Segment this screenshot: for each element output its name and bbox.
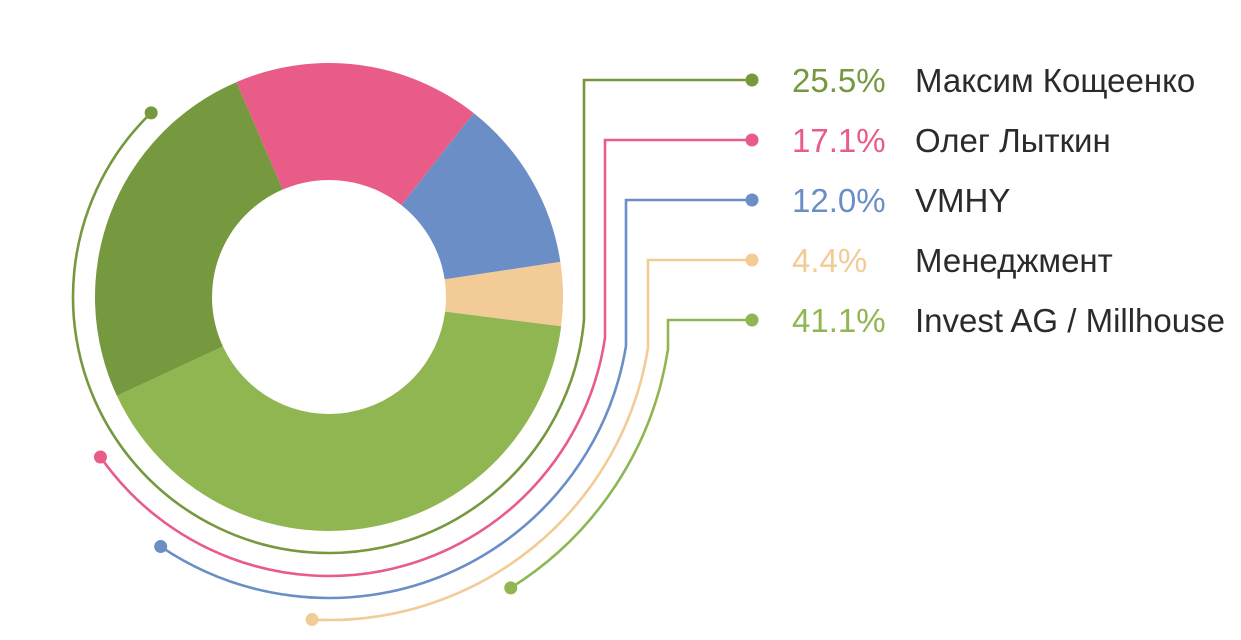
leader-line-4 [312, 258, 752, 622]
leader-start-dot-4 [305, 613, 319, 627]
slices-layer [94, 63, 563, 532]
legend-percent-3: 12.0% [792, 182, 886, 219]
legend-label-4: Менеджмент [915, 242, 1113, 279]
legend-dot-3 [745, 193, 759, 207]
legend-percent-5: 41.1% [792, 302, 886, 339]
legend-label-2: Олег Лыткин [915, 122, 1111, 159]
leader-line-1 [71, 78, 752, 555]
legend-dot-4 [745, 253, 759, 267]
donut-slice-1 [94, 82, 283, 396]
donut-slice-2 [236, 63, 474, 206]
legend-percent-4: 4.4% [792, 242, 867, 279]
legend-dot-5 [745, 313, 759, 327]
leader-start-dot-5 [504, 581, 518, 595]
donut-slice-3 [401, 113, 561, 280]
leader-line-3 [159, 198, 752, 600]
leader-line-2 [99, 138, 752, 578]
legend-percent-1: 25.5% [792, 62, 886, 99]
legend-label-5: Invest AG / Millhouse [915, 302, 1225, 339]
legend-dot-1 [745, 73, 759, 87]
legend-dot-2 [745, 133, 759, 147]
donut-slice-5 [116, 311, 562, 532]
legend-percent-2: 17.1% [792, 122, 886, 159]
leader-lines-layer [71, 73, 759, 627]
leader-start-dot-2 [93, 450, 107, 464]
leader-line-5 [510, 318, 752, 589]
legend-label-3: VMHY [915, 182, 1010, 219]
legend: 25.5% Максим Кощеенко 17.1% Олег Лыткин 12.0… [792, 62, 1225, 339]
donut-slice-4 [444, 261, 563, 327]
legend-label-1: Максим Кощеенко [915, 62, 1195, 99]
leader-start-dot-1 [144, 106, 158, 120]
leader-start-dot-3 [154, 540, 168, 554]
